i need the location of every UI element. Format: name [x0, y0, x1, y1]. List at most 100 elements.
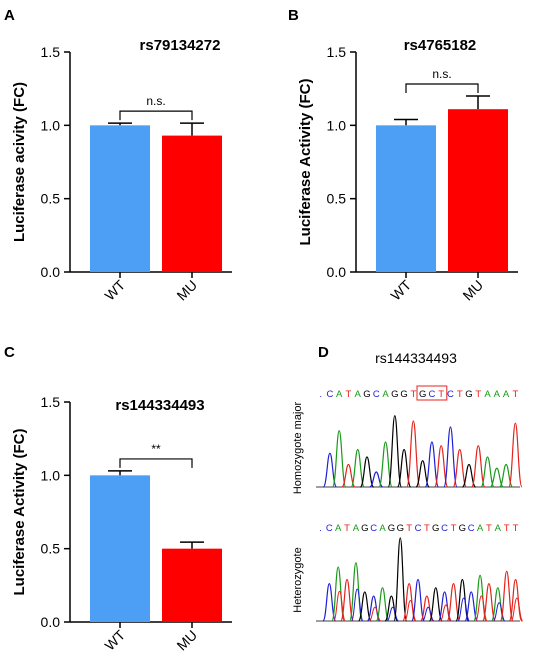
sequence-base: G	[459, 523, 466, 534]
chromatogram-peak	[499, 570, 514, 622]
sequence-base: G	[432, 523, 439, 534]
chromatogram-peak	[396, 448, 412, 488]
chromatogram-peak	[452, 448, 467, 488]
bar-wt	[376, 125, 436, 272]
sequence-base: G	[391, 389, 398, 400]
chromatogram-peak	[492, 602, 506, 622]
y-tick-label: 0.5	[41, 541, 61, 557]
sequence-base: C	[468, 523, 475, 534]
chromatogram-peak	[331, 430, 347, 488]
sequence-base: .	[319, 523, 322, 534]
y-tick-label: 1.0	[41, 117, 61, 133]
sequence-base: A	[477, 523, 484, 534]
sequence-base: A	[503, 389, 510, 400]
sequence-base: G	[397, 523, 404, 534]
significance-label: n.s.	[146, 94, 165, 108]
sequence-base: T	[475, 389, 481, 400]
chromatogram-peak	[357, 591, 372, 622]
chromatogram-peak	[471, 445, 486, 488]
sequence-base: T	[346, 389, 352, 400]
sequence-base: A	[494, 389, 501, 400]
chromatogram-peak	[411, 578, 425, 622]
significance-bracket	[119, 458, 193, 468]
chromatogram-peak	[489, 467, 504, 488]
bar-wt	[90, 125, 150, 272]
panel-letter: B	[288, 7, 299, 24]
chromatogram-peak	[333, 590, 346, 622]
sequence-base: T	[344, 523, 350, 534]
chromatogram-peak	[359, 456, 375, 488]
y-tick-label: 1.0	[327, 117, 347, 133]
sequence-base: A	[379, 523, 386, 534]
x-tick-label: WT	[101, 626, 128, 653]
highlight-box	[416, 385, 448, 401]
trace-label: Homozygote major	[292, 402, 304, 495]
sequence-base: T	[438, 389, 444, 400]
y-tick-label: 0.5	[41, 191, 61, 207]
significance-label: **	[151, 442, 161, 456]
bar-mu	[448, 109, 508, 272]
chromatogram-peak	[375, 587, 390, 622]
chromatogram-peak	[387, 415, 403, 488]
x-tick-label: WT	[387, 276, 414, 303]
panel-letter: A	[4, 7, 15, 24]
significance-label: n.s.	[432, 67, 451, 81]
y-tick-label: 0.5	[327, 191, 347, 207]
chromatogram-peak	[457, 597, 471, 622]
bar-wt	[90, 475, 150, 622]
sequence-base: T	[451, 523, 457, 534]
chromatogram-peak	[461, 463, 477, 488]
chromatogram-peak	[368, 606, 382, 622]
chromatogram-peak	[393, 537, 408, 622]
significance-bracket	[405, 83, 479, 93]
sequence-base: T	[486, 523, 492, 534]
y-tick-label: 0.0	[41, 264, 61, 280]
sequence-base: A	[353, 523, 360, 534]
chromatogram-title: rs144334493	[375, 350, 457, 366]
sequence-base: C	[373, 389, 380, 400]
sequence-base: C	[370, 523, 377, 534]
y-tick-label: 1.5	[41, 394, 61, 410]
chromatogram-peak	[404, 599, 417, 622]
y-axis-label: Luciferase Activity (FC)	[297, 79, 314, 246]
significance-bracket	[119, 110, 193, 121]
y-axis-label: Luciferase acivity (FC)	[11, 82, 28, 242]
sequence-base: C	[326, 389, 333, 400]
y-tick-label: 1.5	[41, 44, 61, 60]
chromatogram-peak	[510, 597, 524, 622]
chromatogram-peak	[424, 441, 440, 488]
chromatogram-peak	[508, 422, 523, 488]
y-tick-label: 1.5	[327, 44, 347, 60]
sequence-base: A	[495, 523, 502, 534]
sequence-base: C	[415, 523, 422, 534]
x-tick-label: MU	[173, 277, 200, 304]
chromatogram-peak	[443, 426, 458, 488]
x-tick-label: WT	[101, 276, 128, 303]
sequence-base: .	[319, 389, 322, 400]
sequence-base: C	[326, 523, 333, 534]
chromatogram-peak	[480, 456, 495, 488]
sequence-base: G	[400, 389, 407, 400]
sequence-base: A	[382, 389, 389, 400]
bar-mu	[162, 135, 222, 272]
sequence-base: T	[406, 523, 412, 534]
sequence-base: G	[388, 523, 395, 534]
chart-title: rs144334493	[115, 397, 204, 414]
chromatogram-peak	[428, 587, 443, 622]
chart-title: rs79134272	[140, 37, 221, 54]
sequence-base: C	[441, 523, 448, 534]
y-axis-label: Luciferase Activity (FC)	[11, 429, 28, 596]
sequence-base: T	[424, 523, 430, 534]
sequence-base: A	[335, 523, 342, 534]
sequence-base: G	[361, 523, 368, 534]
sequence-base: A	[336, 389, 343, 400]
sequence-base: G	[419, 389, 426, 400]
chromatogram-trace: Homozygote major. C A T A G C A G G T G C T C T G T A A A T	[292, 385, 523, 495]
chromatogram-trace: Heterozygote. C A T A G C A G G T C T G C T G C A T A T T	[292, 523, 524, 622]
chromatogram-peak	[386, 606, 399, 622]
chromatogram-peak	[439, 604, 453, 622]
